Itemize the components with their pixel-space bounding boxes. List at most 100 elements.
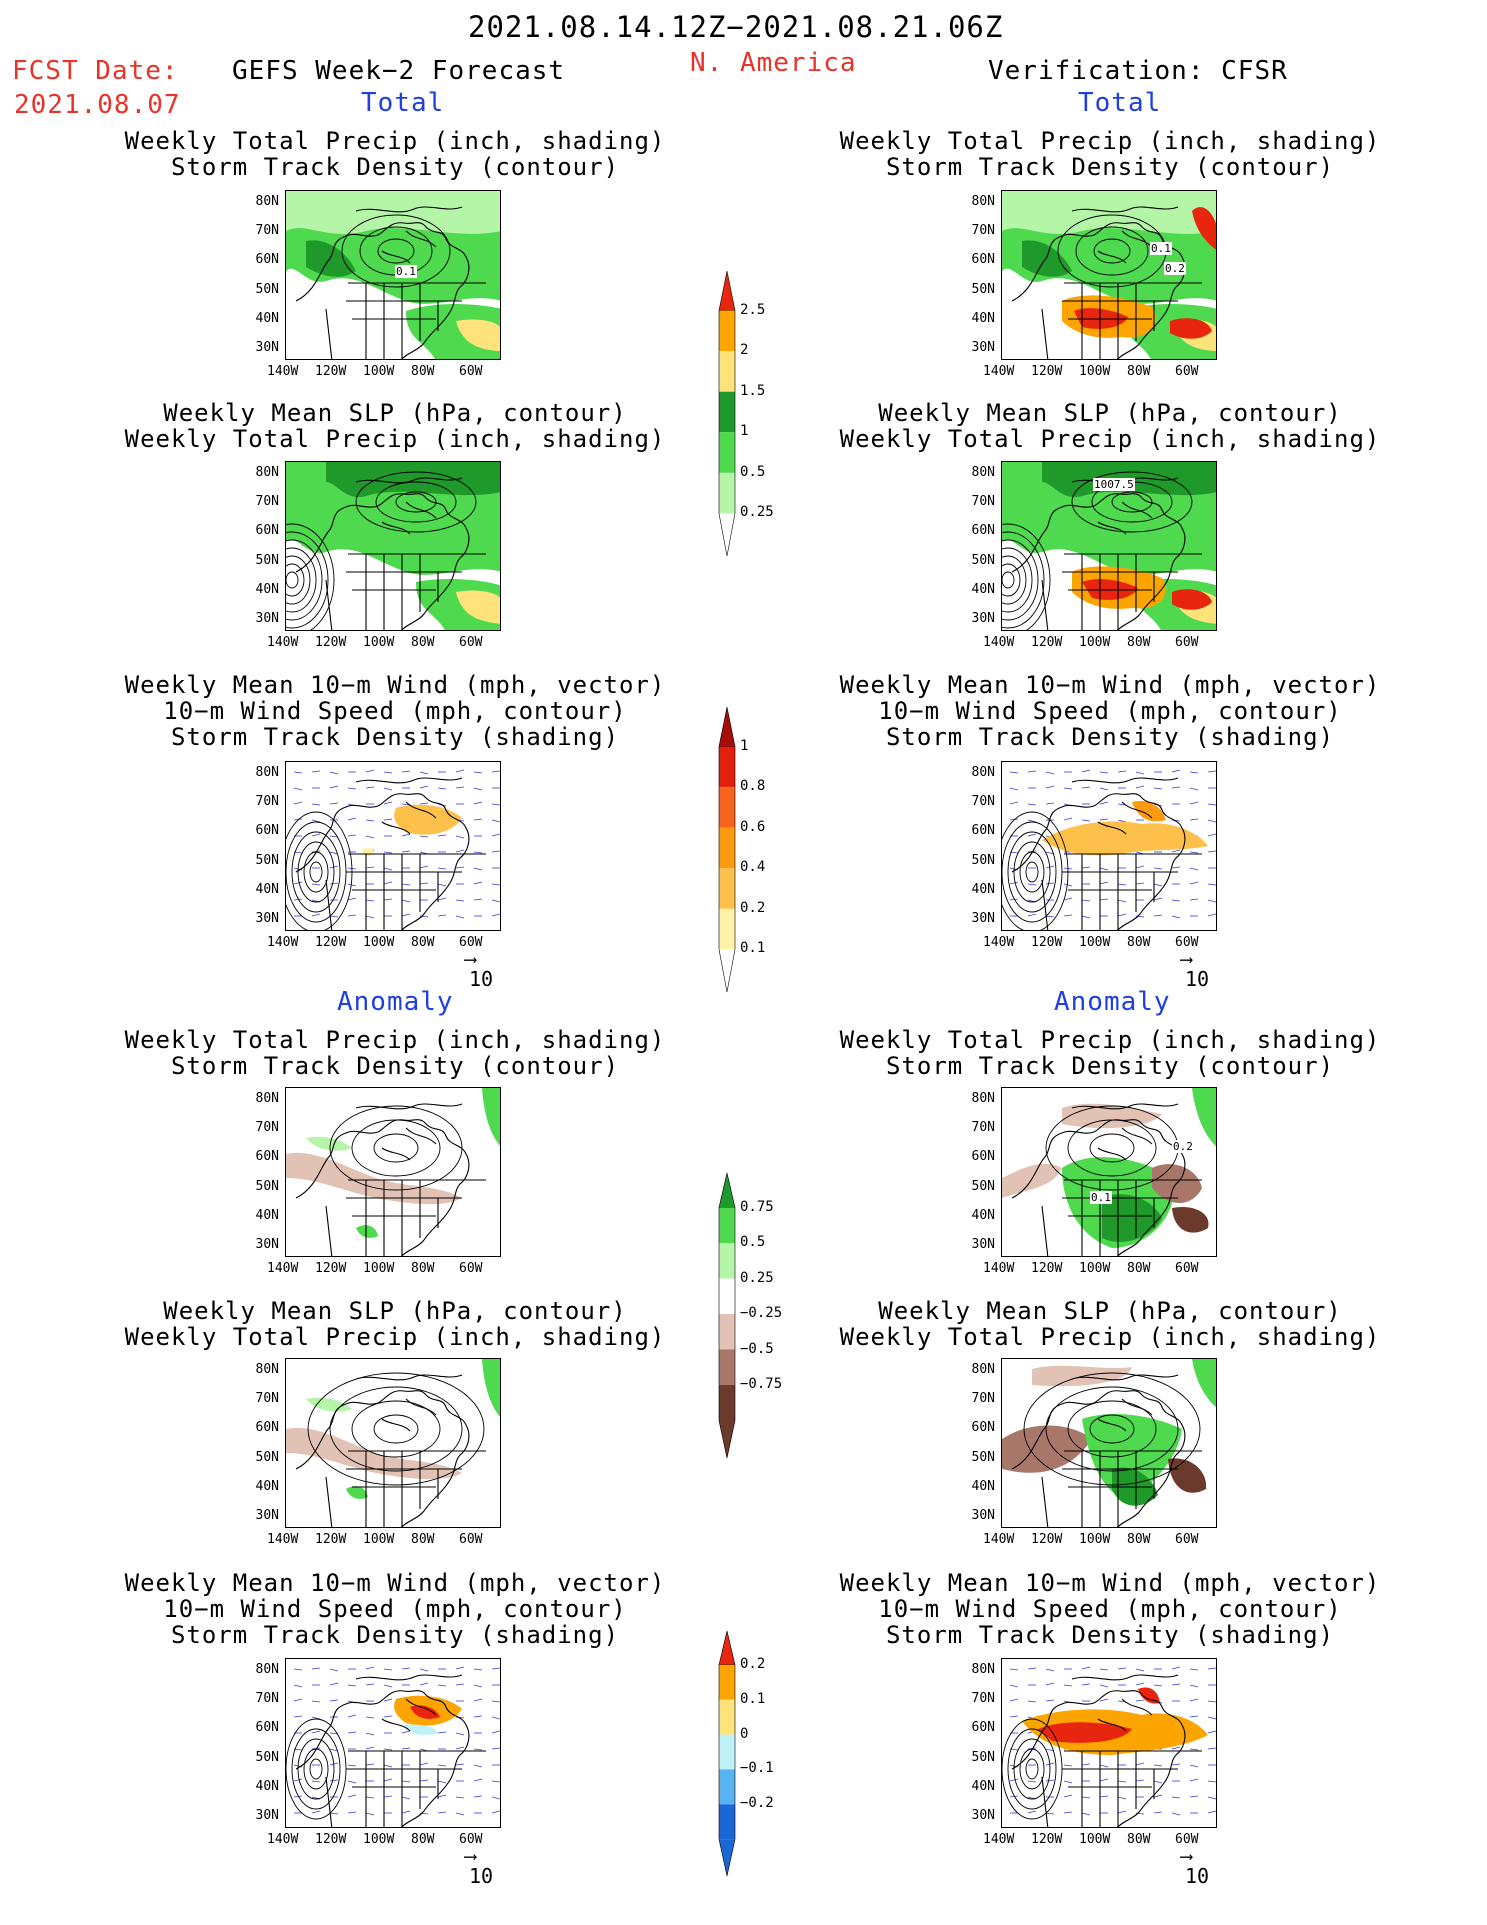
lon-tick-label: 100W [363,1261,395,1276]
map-frame [1001,1087,1217,1257]
lat-tick-label: 70N [971,494,995,510]
arctic-islands [355,1103,463,1161]
lon-tick-label: 60W [459,364,483,379]
lat-tick-label: 40N [255,581,279,597]
lon-tick-label: 140W [267,1832,299,1847]
arctic-islands [1071,206,1179,264]
map-plot [1002,1088,1216,1256]
lat-tick-label: 70N [255,1691,279,1707]
colorbar-label: 0.5 [740,463,766,480]
lat-tick-label: 30N [255,1808,279,1823]
lon-tick-label: 60W [459,1261,483,1276]
state-borders [1041,1750,1202,1827]
panel-title: Weekly Total Precip (inch, shading) Storm… [95,128,695,180]
lat-tick-label: 60N [255,1420,279,1436]
panel-title-line: Weekly Total Precip (inch, shading) [839,1323,1381,1351]
lon-tick-label: 60W [1175,1832,1199,1847]
vector-reference-label: 10 [469,1864,494,1888]
colorbar-label: −0.5 [740,1340,774,1357]
coastline [1011,222,1186,359]
lat-tick-label: 60N [255,252,279,268]
lon-tick-label: 120W [1031,1832,1063,1847]
map-frame [285,1358,501,1528]
panel-title-line: Storm Track Density (contour) [885,153,1335,181]
lat-tick-label: 70N [971,223,995,239]
colorbar-label: 0.25 [740,504,774,521]
lon-tick-label: 120W [1031,364,1063,379]
colorbar-label: −0.1 [740,1760,774,1777]
panel-title-line: Storm Track Density (shading) [170,723,620,751]
map-frame [285,761,501,931]
lat-tick-label: 40N [971,1207,995,1223]
lat-tick-label: 80N [255,765,279,780]
panel-title: Weekly Mean SLP (hPa, contour) Weekly Tot… [95,400,695,452]
lat-tick-label: 40N [971,1778,995,1794]
panel-title-line: Weekly Mean 10−m Wind (mph, vector) [124,1569,666,1597]
vector-reference-label: 10 [1185,1864,1210,1888]
lon-tick-label: 140W [983,1532,1015,1547]
lat-tick-label: 40N [255,1478,279,1494]
panel-title-line: Weekly Mean 10−m Wind (mph, vector) [124,671,666,699]
map-plot [286,462,500,630]
colorbar-precip_anom: 0.75 0.5 0.25 −0.25 −0.5 −0.75 [718,1172,782,1464]
panel-title-line: Weekly Mean SLP (hPa, contour) [163,399,627,427]
region-label: N. America [690,48,857,78]
panel-title-line: Weekly Total Precip (inch, shading) [839,127,1381,155]
lat-tick-label: 70N [255,794,279,810]
lon-tick-label: 100W [363,935,395,950]
lon-tick-label: 120W [315,1532,347,1547]
lon-tick-label: 100W [1079,1532,1111,1547]
state-borders [325,1750,486,1827]
panel-title: Weekly Mean 10−m Wind (mph, vector) 10−m … [810,1570,1410,1648]
panel-title-line: Weekly Total Precip (inch, shading) [839,1026,1381,1054]
vector-reference: ⟶ 10 [465,1848,494,1889]
lon-tick-label: 100W [1079,364,1111,379]
map-plot [1002,462,1216,630]
map-plot [1002,191,1216,359]
colorbar-label: −0.75 [740,1376,783,1392]
panel-title-line: Storm Track Density (shading) [885,1621,1335,1649]
state-borders [1041,282,1202,359]
colorbar-label: 0.2 [740,1655,766,1672]
lat-tick-label: 50N [971,1178,995,1194]
colorbar-label: 0 [740,1725,749,1742]
lon-tick-label: 140W [983,935,1015,950]
lat-tick-label: 40N [255,881,279,897]
date-range-title: 2021.08.14.12Z−2021.08.21.06Z [468,10,1004,44]
lat-tick-label: 30N [971,340,995,355]
lat-tick-label: 50N [255,552,279,568]
coastline [295,1690,470,1827]
map-frame [285,190,501,360]
colorbar-label: 1.5 [740,382,766,399]
lat-tick-label: 80N [971,765,995,780]
lat-tick-label: 50N [971,852,995,868]
colorbar-track_total: 1 0.8 0.6 0.4 0.2 0.1 [718,706,765,998]
map-plot [286,1666,500,1827]
arctic-islands [1071,777,1179,835]
lat-tick-label: 60N [971,1720,995,1736]
lat-tick-label: 30N [971,1508,995,1523]
colorbar-graphic [718,270,736,557]
lon-tick-label: 60W [459,1532,483,1547]
panel-title: Weekly Total Precip (inch, shading) Storm… [810,1027,1410,1079]
coastline [295,493,470,630]
colorbar-graphic [718,1630,736,1877]
colorbar-label: −0.2 [740,1795,774,1812]
panel-title: Weekly Mean SLP (hPa, contour) Weekly Tot… [810,1298,1410,1350]
panel-title-line: Weekly Total Precip (inch, shading) [124,425,666,453]
vector-reference: ⟶ 10 [1181,951,1209,992]
panel-title-line: 10−m Wind Speed (mph, contour) [878,697,1342,725]
lon-tick-label: 60W [459,935,483,950]
lon-tick-label: 100W [363,1532,395,1547]
lon-tick-label: 140W [983,1261,1015,1276]
lon-tick-label: 80W [411,635,435,650]
lon-tick-label: 60W [1175,1532,1199,1547]
colorbar-label: 0.8 [740,778,766,795]
lat-tick-label: 60N [255,1720,279,1736]
lat-tick-label: 70N [255,223,279,239]
panel-title-line: Weekly Total Precip (inch, shading) [124,1323,666,1351]
lat-tick-label: 70N [255,494,279,510]
arctic-islands [355,1374,463,1432]
lat-tick-label: 70N [255,1391,279,1407]
colorbar-label: −0.25 [740,1305,783,1321]
